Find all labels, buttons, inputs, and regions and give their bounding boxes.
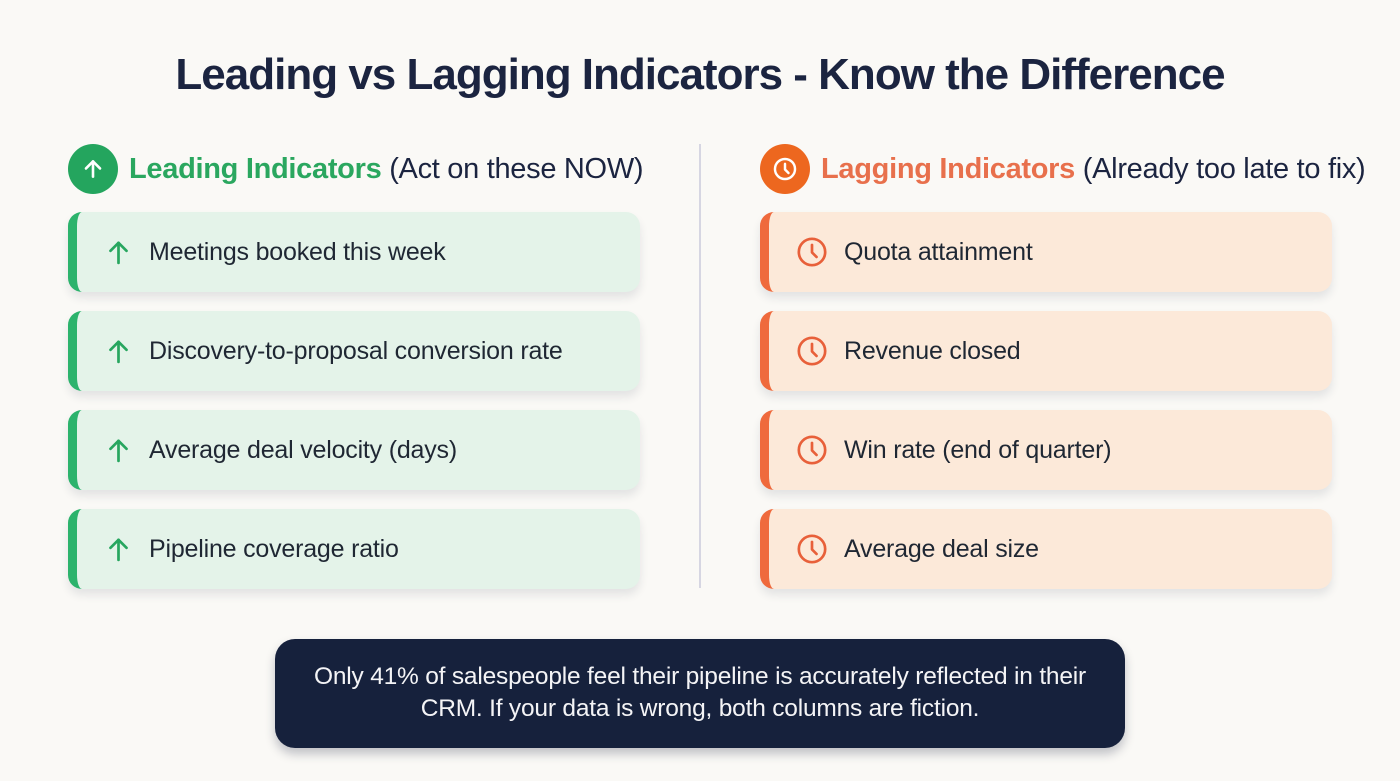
leading-indicator-card: Pipeline coverage ratio <box>68 509 640 589</box>
infographic-page: Leading vs Lagging Indicators - Know the… <box>0 50 1400 781</box>
indicator-label: Discovery-to-proposal conversion rate <box>149 336 563 365</box>
page-title: Leading vs Lagging Indicators - Know the… <box>175 50 1225 99</box>
lagging-column-heading: Lagging Indicators (Already too late to … <box>821 152 1366 186</box>
indicator-label: Meetings booked this week <box>149 237 446 266</box>
leading-indicator-card: Average deal velocity (days) <box>68 410 640 490</box>
arrow-up-icon <box>103 435 134 466</box>
leading-heading-suffix: (Act on these NOW) <box>389 152 644 185</box>
leading-heading-text: Leading Indicators <box>129 152 382 185</box>
clock-icon <box>760 144 810 194</box>
lagging-column-header: Lagging Indicators (Already too late to … <box>760 144 1366 194</box>
leading-indicator-card: Discovery-to-proposal conversion rate <box>68 311 640 391</box>
clock-icon <box>795 334 829 368</box>
indicator-label: Revenue closed <box>844 336 1021 365</box>
lagging-heading-text: Lagging Indicators <box>821 152 1076 185</box>
clock-icon <box>795 532 829 566</box>
lagging-heading-suffix: (Already too late to fix) <box>1082 152 1366 185</box>
indicator-label: Average deal velocity (days) <box>149 435 457 464</box>
indicator-label: Quota attainment <box>844 237 1033 266</box>
lagging-indicators-column: Lagging Indicators (Already too late to … <box>760 144 1366 589</box>
clock-icon <box>795 235 829 269</box>
lagging-indicator-card: Average deal size <box>760 509 1332 589</box>
leading-column-heading: Leading Indicators (Act on these NOW) <box>129 152 644 186</box>
lagging-indicator-card: Win rate (end of quarter) <box>760 410 1332 490</box>
vertical-divider <box>699 144 701 588</box>
arrow-up-icon <box>103 534 134 565</box>
stat-callout: Only 41% of salespeople feel their pipel… <box>275 639 1125 748</box>
indicator-label: Win rate (end of quarter) <box>844 435 1112 464</box>
indicator-label: Pipeline coverage ratio <box>149 534 399 563</box>
leading-indicators-column: Leading Indicators (Act on these NOW) Me… <box>68 144 644 589</box>
clock-icon <box>795 433 829 467</box>
arrow-up-icon <box>103 237 134 268</box>
lagging-indicator-card: Revenue closed <box>760 311 1332 391</box>
leading-indicator-card: Meetings booked this week <box>68 212 640 292</box>
stat-callout-text: Only 41% of salespeople feel their pipel… <box>314 663 1086 723</box>
leading-column-header: Leading Indicators (Act on these NOW) <box>68 144 644 194</box>
indicator-label: Average deal size <box>844 534 1039 563</box>
column-divider-area <box>640 144 760 589</box>
arrow-up-icon <box>68 144 118 194</box>
lagging-indicator-card: Quota attainment <box>760 212 1332 292</box>
arrow-up-icon <box>103 336 134 367</box>
comparison-board: Leading Indicators (Act on these NOW) Me… <box>0 144 1400 589</box>
